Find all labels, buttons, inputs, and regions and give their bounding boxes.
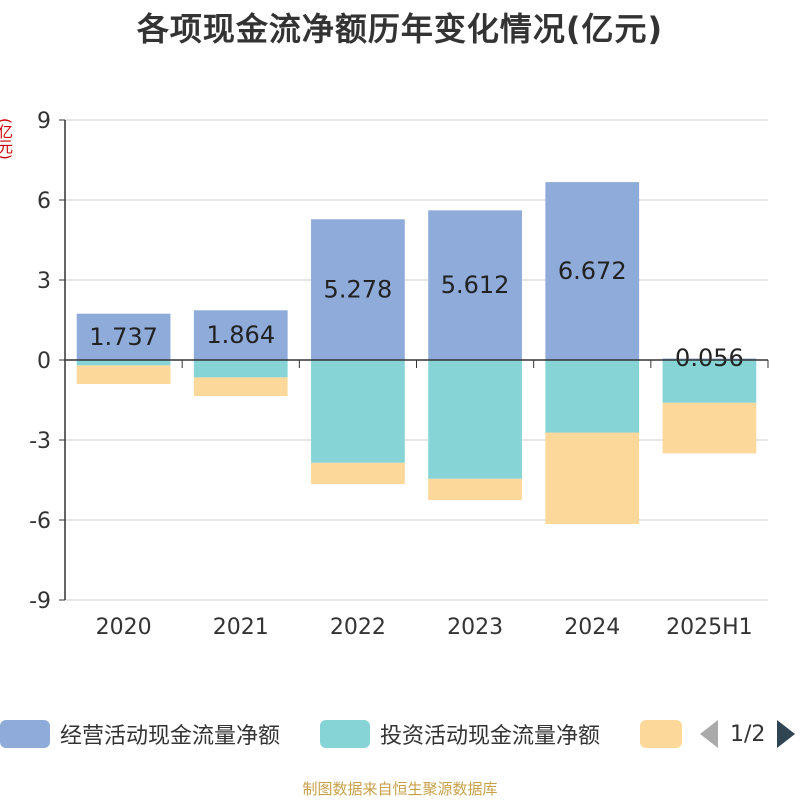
- legend-item-investing-cash-flow[interactable]: 投资活动现金流量净额: [320, 716, 600, 752]
- y-axis-unit-label: (亿元): [0, 118, 14, 160]
- y-tick-label: -9: [29, 589, 51, 614]
- x-tick-label: 2022: [330, 615, 386, 640]
- legend-pager: 1/2: [700, 716, 796, 752]
- x-tick-label: 2021: [213, 615, 269, 640]
- bar-data-label: 1.864: [206, 321, 275, 349]
- bar-third-series: [76, 365, 171, 384]
- legend-next-page-icon[interactable]: [777, 720, 796, 748]
- legend-label-operating: 经营活动现金流量净额: [60, 724, 281, 749]
- legend-swatch-operating: [0, 720, 50, 748]
- bar-investing-cash-flow: [545, 360, 640, 433]
- bar-operating-cash-flow: [545, 182, 640, 360]
- bar-data-label: 5.278: [324, 276, 393, 304]
- legend-prev-page-icon[interactable]: [700, 720, 718, 748]
- y-tick-label: 0: [37, 349, 51, 374]
- bar-operating-cash-flow: [311, 219, 405, 360]
- bar-third-series: [545, 432, 640, 524]
- legend-item-third-series[interactable]: [640, 716, 692, 752]
- bar-operating-cash-flow: [193, 310, 288, 360]
- x-tick-label: 2023: [447, 615, 503, 640]
- bar-investing-cash-flow: [311, 360, 405, 463]
- y-tick-label: 9: [37, 109, 51, 134]
- cash-flow-bar-chart: 9 6 3 0 -3 -6 -9 1.737 2020 1.864 2021 5.278 2022 5.6…: [29, 109, 769, 640]
- x-tick-label: 2020: [96, 615, 152, 640]
- bar-operating-cash-flow: [76, 313, 171, 360]
- chart-title: 各项现金流净额历年变化情况(亿元): [136, 10, 664, 48]
- bar-data-label: 1.737: [89, 323, 158, 351]
- bar-investing-cash-flow: [76, 360, 171, 366]
- bar-investing-cash-flow: [428, 360, 522, 479]
- bar-investing-cash-flow: [662, 360, 757, 403]
- bar-operating-cash-flow: [428, 210, 522, 360]
- legend-item-operating-cash-flow[interactable]: 经营活动现金流量净额: [0, 716, 280, 752]
- y-tick-label: -3: [29, 429, 51, 454]
- y-tick-label: 3: [37, 269, 51, 294]
- y-tick-label: -6: [29, 509, 51, 534]
- y-tick-label: 6: [37, 189, 51, 214]
- legend-swatch-third: [640, 720, 682, 748]
- bar-data-label: 5.612: [441, 271, 510, 299]
- chart-legend: 经营活动现金流量净额 投资活动现金流量净额 1/2: [0, 716, 800, 752]
- legend-label-investing: 投资活动现金流量净额: [380, 724, 601, 749]
- legend-swatch-investing: [320, 720, 370, 748]
- bar-third-series: [662, 402, 757, 454]
- x-tick-label: 2024: [564, 615, 620, 640]
- x-tick-label: 2025H1: [666, 615, 753, 640]
- bar-third-series: [311, 462, 405, 484]
- bar-data-label: 6.672: [558, 257, 627, 285]
- bar-investing-cash-flow: [193, 360, 288, 378]
- bar-third-series: [428, 478, 522, 500]
- bar-third-series: [193, 377, 288, 396]
- legend-page-indicator: 1/2: [730, 721, 766, 747]
- data-source-footer: 制图数据来自恒生聚源数据库: [302, 780, 498, 798]
- bar-data-label: 0.056: [675, 344, 744, 372]
